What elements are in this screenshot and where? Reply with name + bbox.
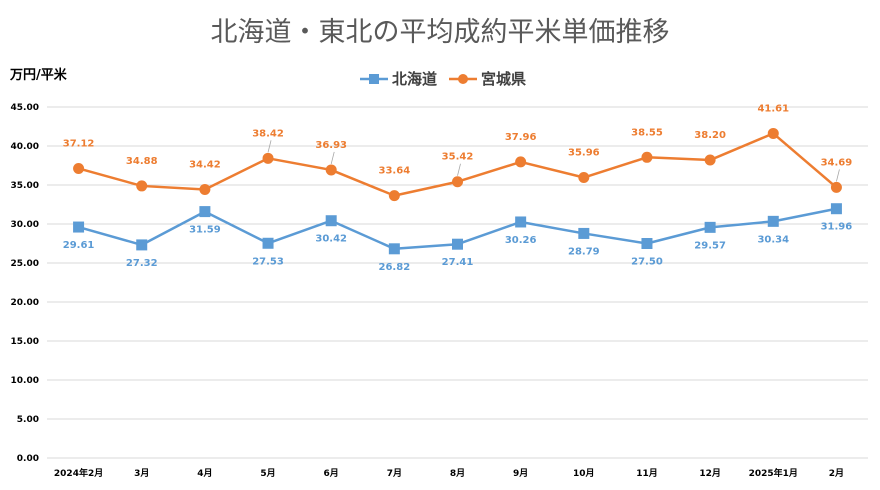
x-tick-label: 7月 [387,468,402,479]
data-point [388,190,400,202]
data-point [73,221,85,233]
data-label: 37.12 [63,138,95,149]
x-tick-label: 6月 [324,468,339,479]
data-label: 35.96 [568,148,600,159]
data-point [704,154,716,166]
data-point [830,203,842,215]
y-tick-label: 5.00 [17,415,39,425]
legend-label: 北海道 [392,70,437,88]
data-label: 36.93 [315,140,347,151]
data-point [136,180,148,192]
data-point [388,243,400,255]
x-tick-label: 12月 [699,468,721,479]
data-label: 28.79 [568,246,600,257]
data-point [578,172,590,184]
x-tick-label: 3月 [134,468,149,479]
data-label: 38.20 [694,130,726,141]
data-point [262,152,274,164]
label-leader-line [267,140,272,153]
data-label: 27.32 [126,258,158,269]
data-label: 30.34 [757,234,789,245]
data-label: 34.88 [126,156,158,167]
x-axis-ticks: 2024年2月 3月 4月 5月 6月 7月 8月 9月 10月 11月 12月 2025年1月 2月 [54,467,844,479]
y-tick-label: 40.00 [11,142,39,152]
x-tick-label: 8月 [450,468,465,479]
data-labels: 29.61 27.32 31.59 27.53 30.42 26.82 27.41 30.26… [63,103,853,272]
data-label: 31.59 [189,225,221,236]
x-tick-label: 2025年1月 [749,467,798,479]
data-point [199,206,211,218]
data-point [830,181,842,193]
data-label: 29.57 [694,240,726,251]
data-label: 27.41 [442,257,474,268]
data-label: 26.82 [379,262,411,273]
data-point [452,176,463,188]
data-point [641,238,653,249]
data-point [325,215,337,227]
x-tick-label: 9月 [513,468,528,479]
data-point [73,162,85,174]
label-leader-line [836,169,840,182]
data-label: 34.69 [821,157,853,168]
data-label: 27.50 [631,257,663,268]
y-axis-unit-label: 万円/平米 [9,67,68,83]
label-leader-line [457,163,461,176]
data-label: 37.96 [505,132,537,143]
data-point [515,156,527,168]
data-point [136,239,148,251]
legend: 北海道 宮城県 [360,70,526,88]
data-label: 35.42 [442,152,474,163]
data-point [325,164,337,176]
data-point [704,221,716,233]
data-label: 41.61 [757,103,789,114]
x-tick-label: 10月 [573,468,595,479]
y-tick-label: 20.00 [11,298,39,308]
y-tick-label: 45.00 [11,103,39,113]
gridlines [47,106,868,459]
data-label: 30.42 [315,234,347,245]
label-leader-line [330,151,335,165]
data-point [578,227,590,239]
y-tick-label: 30.00 [11,220,39,230]
y-tick-label: 0.00 [17,454,39,464]
data-label: 33.64 [379,166,411,177]
series-layer [73,127,842,255]
data-label: 30.26 [505,235,537,246]
x-tick-label: 2024年2月 [54,467,103,479]
data-point [199,184,211,196]
y-tick-label: 15.00 [11,337,39,347]
x-tick-label: 5月 [260,468,275,479]
data-point [641,151,653,163]
chart-title: 北海道・東北の平均成約平米単価推移 [211,17,670,48]
x-tick-label: 4月 [197,468,212,479]
data-point [262,237,274,249]
x-tick-label: 2月 [829,468,844,479]
data-label: 38.55 [631,127,663,138]
data-label: 31.96 [821,222,853,233]
data-point [515,216,527,228]
data-point [767,215,779,227]
data-label: 34.42 [189,160,221,171]
data-label: 29.61 [63,240,95,251]
y-axis-ticks: 0.00 5.00 10.00 15.00 20.00 25.00 30.00 35.00 40… [11,103,39,464]
legend-marker [369,74,379,84]
y-tick-label: 35.00 [11,181,39,191]
y-tick-label: 10.00 [11,376,39,386]
x-tick-label: 11月 [636,468,658,479]
legend-label: 宮城県 [481,70,526,88]
data-label: 27.53 [252,256,284,267]
data-point [767,127,779,139]
y-tick-label: 25.00 [11,259,39,269]
data-label: 38.42 [252,128,284,139]
legend-marker [458,74,468,84]
data-point [452,238,463,250]
